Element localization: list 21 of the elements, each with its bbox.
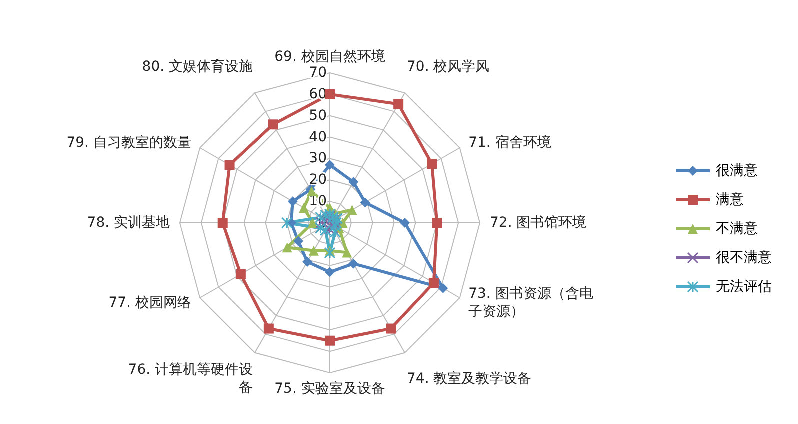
spoke-label: 77. 校园网络 bbox=[108, 295, 192, 311]
legend-label: 无法评估 bbox=[716, 278, 772, 296]
legend-label: 不满意 bbox=[716, 220, 758, 238]
spoke-label: 79. 自习教室的数量 bbox=[66, 135, 192, 151]
spoke-label: 75. 实验室及设备 bbox=[274, 381, 386, 397]
spoke-label: 69. 校园自然环境 bbox=[274, 49, 386, 65]
y-tick-label: 40 bbox=[309, 129, 327, 146]
legend-label: 满意 bbox=[716, 190, 744, 208]
spoke-label: 78. 实训基地 bbox=[87, 215, 170, 231]
spoke-label: 76. 计算机等硬件设备 bbox=[128, 362, 253, 396]
legend-label: 很不满意 bbox=[716, 248, 772, 266]
spoke-label: 70. 校风学风 bbox=[407, 59, 490, 76]
spoke-label: 72. 图书馆环境 bbox=[490, 215, 587, 231]
y-tick-label: 50 bbox=[309, 108, 327, 124]
spoke-label: 71. 宿舍环境 bbox=[468, 135, 552, 151]
spoke-label: 80. 文娱体育设施 bbox=[142, 58, 253, 76]
spoke-label: 73. 图书资源（含电子资源） bbox=[468, 286, 594, 320]
legend-label: 很满意 bbox=[716, 162, 758, 180]
spoke-label: 74. 教室及教学设备 bbox=[407, 370, 532, 387]
y-tick-label: 30 bbox=[309, 150, 327, 167]
y-tick-label: 70 bbox=[309, 65, 327, 81]
